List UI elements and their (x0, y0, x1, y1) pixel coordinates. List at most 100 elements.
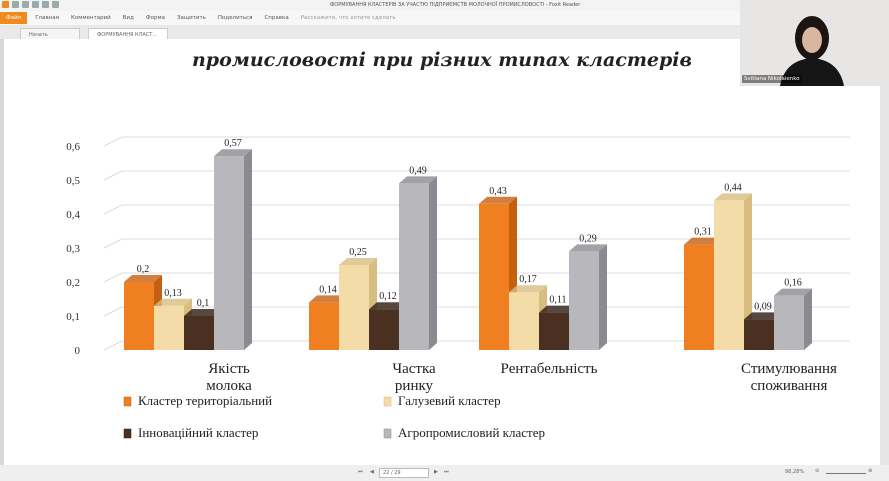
bar-top (339, 258, 377, 265)
bar-top (309, 295, 347, 303)
y-tick-label: 0,3 (66, 243, 80, 255)
data-label: 0,49 (409, 165, 427, 176)
bar-top (124, 275, 162, 282)
menu-item[interactable]: Защитить (177, 15, 206, 21)
status-bar: ⏮ ◀ 22 / 29 ▶ ⏭ 98,28% ⊖ ⊕ (0, 465, 889, 481)
bar-top (214, 149, 252, 157)
data-label: 0,57 (224, 138, 242, 149)
bar-top (714, 193, 752, 201)
data-label: 0,11 (549, 295, 566, 306)
bar-top (774, 288, 812, 296)
data-label: 0,16 (784, 278, 802, 289)
data-label: 0,17 (519, 274, 537, 285)
legend-swatch (383, 396, 392, 407)
bar-top (399, 176, 437, 184)
bar-top (539, 305, 577, 313)
x-tick-label: Частка (392, 361, 436, 377)
x-tick-label: Рентабельність (501, 361, 598, 377)
y-tick-label: 0,5 (66, 175, 80, 187)
zoom-in-button[interactable]: ⊕ (868, 468, 873, 474)
menu-item[interactable]: Форма (145, 15, 166, 21)
menu-item[interactable]: Справка (264, 15, 289, 21)
data-label: 0,43 (489, 186, 507, 197)
y-tick-label: 0,4 (66, 209, 80, 221)
data-label: 0,31 (694, 227, 712, 238)
bar-top (509, 285, 547, 293)
bar-top (684, 237, 722, 245)
legend-swatch (123, 428, 132, 439)
bar-top (154, 298, 192, 306)
window-title: ФОРМУВАННЯ КЛАСТЕРІВ ЗА УЧАСТЮ ПІДПРИЄМС… (330, 2, 581, 8)
bar-top (744, 312, 782, 320)
app-icon (2, 1, 9, 8)
quick-access-toolbar[interactable] (2, 1, 59, 8)
bar (509, 292, 539, 350)
search-hint[interactable]: Расскажите, что хотите сделать (300, 15, 396, 21)
menu-item[interactable]: Главная (35, 15, 59, 21)
legend-label: Кластер територіальний (138, 393, 272, 408)
bar-side (429, 176, 437, 350)
open-icon[interactable] (12, 1, 19, 8)
bar (479, 203, 509, 350)
x-tick-label: молока (206, 378, 252, 394)
participant-image (740, 0, 889, 86)
print-icon[interactable] (32, 1, 39, 8)
data-label: 0,25 (349, 247, 367, 258)
undo-icon[interactable] (42, 1, 49, 8)
bar (539, 312, 569, 350)
data-label: 0,14 (319, 284, 337, 295)
bar (684, 244, 714, 350)
prev-page-button[interactable]: ◀ (370, 469, 374, 475)
tab-document[interactable]: ФОРМУВАННЯ КЛАСТ... (88, 28, 168, 39)
bar (309, 302, 339, 350)
data-label: 0,1 (197, 298, 210, 309)
menu-item[interactable]: Поделиться (217, 15, 253, 21)
bar (774, 295, 804, 350)
legend-label: Галузевий кластер (398, 393, 501, 408)
redo-icon[interactable] (52, 1, 59, 8)
bar (124, 282, 154, 350)
bar (184, 316, 214, 350)
bar (214, 156, 244, 350)
bar (154, 305, 184, 350)
y-tick-label: 0,1 (66, 311, 80, 323)
data-label: 0,12 (379, 291, 397, 302)
bar-side (244, 149, 252, 350)
save-icon[interactable] (22, 1, 29, 8)
data-label: 0,13 (164, 288, 182, 299)
menu-file[interactable]: Файл (0, 12, 28, 24)
bar-side (599, 244, 607, 350)
bar-side (804, 288, 812, 350)
gridline-depth (103, 238, 123, 249)
zoom-level[interactable]: 98,28% (785, 469, 805, 475)
next-page-button[interactable]: ▶ (434, 469, 438, 475)
gridline-depth (103, 272, 123, 283)
vertical-scrollbar[interactable] (880, 39, 889, 465)
zoom-out-button[interactable]: ⊖ (815, 468, 820, 474)
tab-start[interactable]: Начать (20, 28, 80, 39)
legend-label: Агропромисловий кластер (398, 425, 545, 440)
gridline-depth (103, 306, 123, 317)
menu-item[interactable]: Комментарий (70, 15, 111, 21)
last-page-button[interactable]: ⏭ (444, 469, 449, 475)
legend-swatch (123, 396, 132, 407)
y-tick-label: 0 (75, 345, 81, 357)
gridline-depth (103, 136, 123, 147)
tab-bar: Начать ФОРМУВАННЯ КЛАСТ... (0, 25, 889, 39)
first-page-button[interactable]: ⏮ (358, 469, 363, 475)
bar-top (369, 302, 407, 310)
participant-name: Svitlana Nikolaienko (742, 75, 802, 83)
menu-item[interactable]: Вид (122, 15, 134, 21)
y-tick-label: 0,2 (66, 277, 80, 289)
zoom-slider[interactable] (826, 473, 866, 474)
document-page: промисловості при різних типах кластерів… (4, 39, 880, 465)
bar-top (184, 309, 222, 316)
chart-title: промисловості при різних типах кластерів (191, 49, 693, 71)
title-bar: ФОРМУВАННЯ КЛАСТЕРІВ ЗА УЧАСТЮ ПІДПРИЄМС… (0, 0, 889, 11)
x-tick-label: Якість (208, 361, 250, 377)
page-input[interactable]: 22 / 29 (379, 468, 429, 478)
bar (399, 183, 429, 350)
legend-swatch (383, 428, 392, 439)
bar (369, 309, 399, 350)
